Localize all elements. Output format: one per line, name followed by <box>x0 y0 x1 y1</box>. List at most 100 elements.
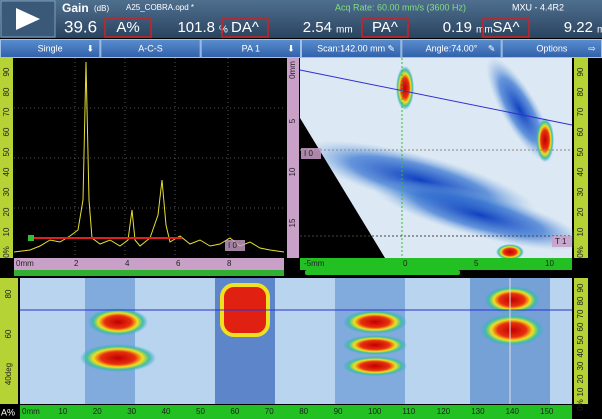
ruler-label: 0% <box>576 246 585 258</box>
s-index-ruler <box>300 258 572 270</box>
toolbar-icon: ✎ <box>388 43 396 53</box>
c-scan-ruler <box>20 405 572 419</box>
gain-value: 39.6 <box>64 17 97 36</box>
toolbar-button[interactable] <box>0 39 101 58</box>
s-strip <box>305 270 460 275</box>
play-icon <box>16 8 40 30</box>
ruler-label: 80 <box>2 87 11 96</box>
ruler-label: 80 <box>299 407 308 416</box>
ruler-label: 90 <box>334 407 343 416</box>
ruler-label: 20 <box>576 374 585 383</box>
reading-unit: mm <box>476 25 493 36</box>
ruler-label: 6 <box>176 259 181 268</box>
a-cursor-box <box>225 240 245 251</box>
ruler-label: 5 <box>474 259 479 268</box>
ruler-label: 80 <box>576 87 585 96</box>
toolbar-button[interactable] <box>200 39 302 58</box>
ruler-label: 5 <box>288 118 297 123</box>
ruler-label: 110 <box>402 407 415 416</box>
acq-rate: Acq Rate: 60.00 mm/s (3600 Hz) <box>335 2 466 12</box>
reading-value: 2.54 <box>303 19 332 36</box>
reading-box <box>482 18 530 38</box>
ruler-label: 10 <box>288 167 297 176</box>
a-strip <box>14 270 284 276</box>
a-depth-ruler <box>14 258 284 270</box>
ruler-label: 10 <box>545 259 554 268</box>
ruler-label: 0mm <box>22 407 40 416</box>
ruler-label: 0 <box>403 259 408 268</box>
reading-box <box>361 18 409 38</box>
c-amplitude-ruler <box>574 278 588 404</box>
ruler-label: -5mm <box>304 259 325 268</box>
s-cursor-left: I 0 <box>304 149 313 158</box>
reading-name: DA^ <box>231 19 259 36</box>
reading-value: 101.8 <box>177 19 215 36</box>
a-cursor-label: I 0 <box>228 241 237 250</box>
ruler-label: 90 <box>576 283 585 292</box>
s-depth-ruler <box>287 58 299 258</box>
ruler-label: 80 <box>4 289 13 298</box>
gate-marker <box>28 235 34 241</box>
ruler-label: 70 <box>576 309 585 318</box>
ruler-label: 130 <box>471 407 485 416</box>
ruler-label: 20 <box>2 207 11 216</box>
ruler-label: 50 <box>576 147 585 156</box>
ruler-label: 4 <box>125 259 130 268</box>
ruler-label: 15 <box>288 218 297 227</box>
toolbar-button[interactable] <box>301 39 402 58</box>
toolbar-icon: ⬇ <box>87 43 95 53</box>
ruler-label: 70 <box>576 107 585 116</box>
toolbar-icon: ⬇ <box>287 43 295 53</box>
ruler-label: 40 <box>162 407 171 416</box>
ruler-label: 50 <box>576 335 585 344</box>
ruler-label: 30 <box>127 407 136 416</box>
ruler-label: 0% <box>576 399 585 411</box>
a-amplitude-ruler <box>0 58 13 258</box>
s-cursor-box-left <box>301 148 321 159</box>
toolbar-label: Options <box>536 43 568 53</box>
mode-label: A% <box>1 407 15 417</box>
ruler-label: 2 <box>74 259 79 268</box>
reading-unit: mm <box>597 25 602 36</box>
ruler-label: 90 <box>2 67 11 76</box>
toolbar-label: Scan:142.00 mm <box>317 43 385 53</box>
reading-unit: % <box>219 25 228 36</box>
ruler-label: 60 <box>230 407 239 416</box>
ruler-label: 40deg <box>4 363 13 385</box>
ruler-label: 50 <box>196 407 205 416</box>
reading-name: PA^ <box>372 19 398 36</box>
reading-unit: mm <box>336 25 353 36</box>
ruler-label: 0mm <box>288 61 297 79</box>
ruler-label: 60 <box>576 322 585 331</box>
s-cursor-box-right <box>552 236 572 247</box>
c-angle-ruler <box>0 278 18 404</box>
ruler-label: 20 <box>93 407 102 416</box>
ruler-label: 10 <box>576 387 585 396</box>
ruler-label: 50 <box>2 147 11 156</box>
toolbar-label: Single <box>38 43 63 53</box>
ruler-label: 150 <box>540 407 554 416</box>
reading-value: 0.19 <box>443 19 472 36</box>
toolbar-label: Angle:74.00° <box>426 43 478 53</box>
ruler-label: 40 <box>576 167 585 176</box>
ruler-label: 40 <box>2 167 11 176</box>
ruler-label: 10 <box>576 227 585 236</box>
reading-name: SA^ <box>492 19 519 36</box>
toolbar-icon: ✎ <box>488 43 496 53</box>
toolbar-button[interactable] <box>401 39 502 58</box>
ruler-label: 90 <box>576 67 585 76</box>
ruler-label: 70 <box>2 107 11 116</box>
toolbar-label: A-C-S <box>138 43 163 53</box>
reading-name: A% <box>116 19 139 36</box>
toolbar-button[interactable] <box>100 39 201 58</box>
ruler-label: 80 <box>576 296 585 305</box>
gain-unit: (dB) <box>94 4 109 13</box>
a-grid <box>14 58 284 258</box>
ruler-label: 100 <box>368 407 382 416</box>
ruler-label: 30 <box>576 361 585 370</box>
ruler-label: 30 <box>576 187 585 196</box>
s-scan-image <box>299 57 587 260</box>
ruler-label: 60 <box>4 329 13 338</box>
ruler-label: 60 <box>2 127 11 136</box>
